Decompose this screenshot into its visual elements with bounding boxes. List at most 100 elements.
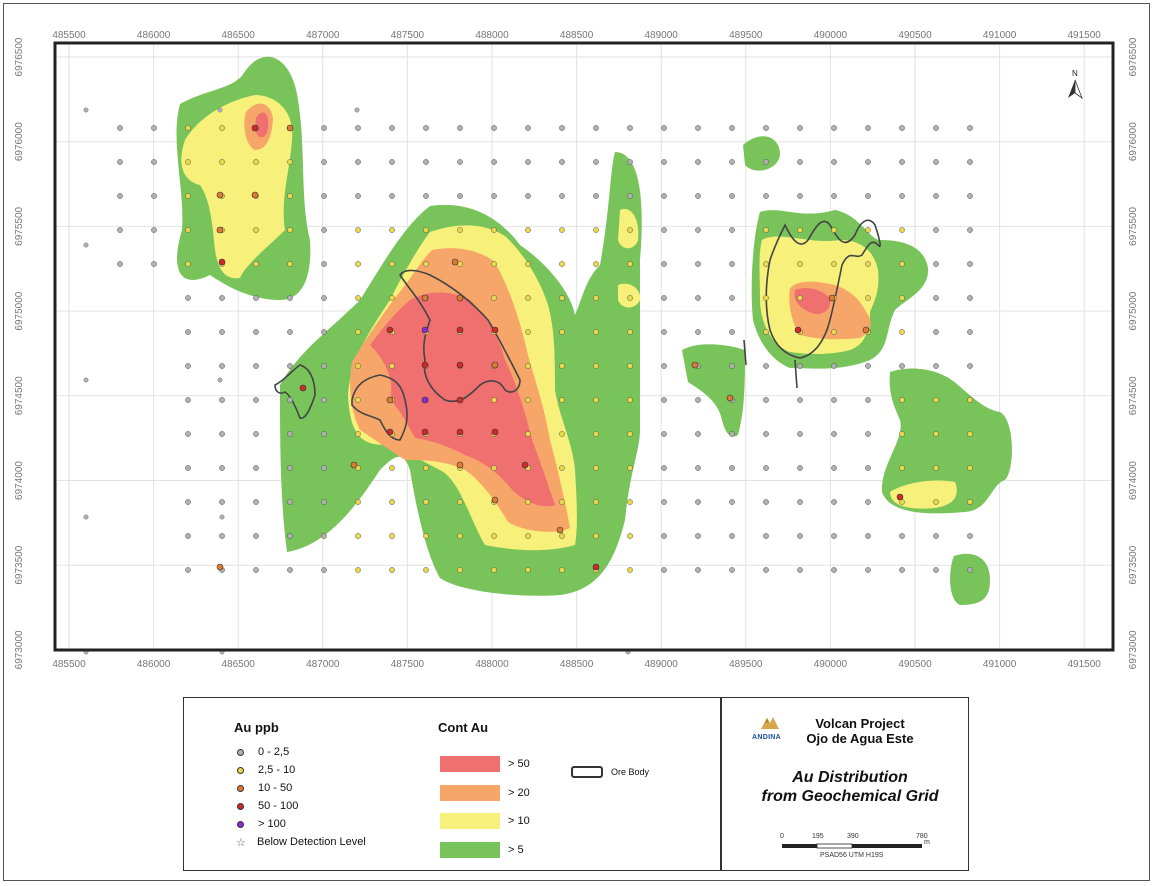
sample-point (253, 329, 259, 335)
sample-point (831, 261, 837, 267)
sample-point (661, 261, 667, 267)
sample-point (763, 465, 769, 471)
cont-label: > 10 (508, 815, 530, 827)
x-tick-label: 488500 (560, 659, 594, 670)
sample-point (83, 514, 89, 520)
x-tick-labels-top: 485500 486000 486500 487000 487500 488000 4885… (52, 30, 1101, 41)
sample-point (896, 493, 904, 501)
sample-point (797, 431, 803, 437)
ore-body-outlines (274, 219, 881, 441)
sample-point (457, 567, 463, 573)
sample-point (421, 294, 429, 302)
sample-point (321, 261, 327, 267)
sample-point (556, 526, 564, 534)
sample-point (831, 193, 837, 199)
y-tick-labels-left: 6976500 6976000 6975500 6975000 6974500 69740… (14, 37, 25, 669)
sample-point (491, 428, 499, 436)
sample-point (386, 428, 394, 436)
sample-point (661, 533, 667, 539)
sample-point (185, 465, 191, 471)
sample-point (185, 499, 191, 505)
sample-point (695, 227, 701, 233)
sample-point (216, 563, 224, 571)
sample-point (661, 465, 667, 471)
sample-point (695, 397, 701, 403)
sample-point (763, 567, 769, 573)
sample-point (899, 397, 905, 403)
sample-point (287, 363, 293, 369)
scale-unit: m (924, 839, 930, 846)
sample-point (695, 465, 701, 471)
sample-point (525, 533, 531, 539)
sample-point (355, 125, 361, 131)
sample-point (321, 397, 327, 403)
sample-point (389, 533, 395, 539)
sample-point (321, 533, 327, 539)
sample-point (831, 533, 837, 539)
sample-point (287, 533, 293, 539)
sample-point (389, 499, 395, 505)
projection-label: PSAD56 UTM H19S (820, 852, 884, 859)
sample-point (151, 261, 157, 267)
sample-point (627, 125, 633, 131)
y-tick-label: 6974500 (14, 376, 25, 415)
sample-point (967, 533, 973, 539)
x-tick-label: 488000 (475, 30, 509, 41)
sample-point (899, 261, 905, 267)
sample-point (729, 465, 735, 471)
sample-point (865, 227, 871, 233)
sample-point (355, 295, 361, 301)
sample-point (627, 329, 633, 335)
sample-point (386, 326, 394, 334)
sample-point (763, 261, 769, 267)
sample-point (593, 193, 599, 199)
sample-point (661, 567, 667, 573)
au-class-dot-icon (237, 784, 244, 792)
sample-point (287, 329, 293, 335)
sample-point (321, 295, 327, 301)
sample-point (865, 431, 871, 437)
sample-point (185, 261, 191, 267)
sample-point (389, 193, 395, 199)
sample-point (627, 227, 633, 233)
sample-point (321, 431, 327, 437)
sample-point (525, 363, 531, 369)
sample-point (559, 261, 565, 267)
sample-point (899, 159, 905, 165)
sample-point (117, 159, 123, 165)
sample-point (763, 159, 769, 165)
sample-point (865, 397, 871, 403)
sample-point (456, 396, 464, 404)
sample-point (695, 125, 701, 131)
sample-point (185, 397, 191, 403)
sample-point (253, 227, 259, 233)
sample-point (219, 159, 225, 165)
sample-point (763, 533, 769, 539)
x-tick-label: 486500 (222, 30, 256, 41)
sample-point (592, 563, 600, 571)
sample-point (321, 125, 327, 131)
sample-point (491, 533, 497, 539)
sample-point (661, 363, 667, 369)
sample-point (185, 193, 191, 199)
sample-point (525, 397, 531, 403)
x-tick-label: 487000 (306, 30, 340, 41)
sample-point (831, 397, 837, 403)
sample-point (287, 465, 293, 471)
sample-point (661, 227, 667, 233)
x-tick-label: 490000 (814, 30, 848, 41)
y-tick-label: 6973500 (14, 545, 25, 584)
sample-point (491, 465, 497, 471)
sample-point (933, 159, 939, 165)
sample-point (355, 261, 361, 267)
sample-point (661, 329, 667, 335)
sample-point (933, 465, 939, 471)
sample-point (865, 499, 871, 505)
y-tick-label: 6976000 (1128, 122, 1139, 161)
sample-point (899, 431, 905, 437)
sample-point (185, 159, 191, 165)
au-class-dot-icon (237, 802, 244, 810)
sample-point (457, 193, 463, 199)
sample-point (253, 533, 259, 539)
sample-point (593, 261, 599, 267)
